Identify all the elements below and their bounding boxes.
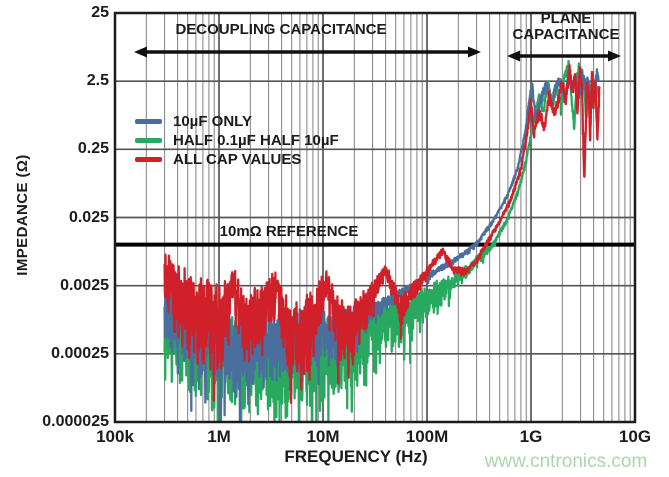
decoupling-capacitance-label: DECOUPLING CAPACITANCE — [175, 21, 387, 38]
y-tick-0.0025: 0.0025 — [60, 276, 109, 294]
legend-item: HALF 0.1µF HALF 10µF — [135, 131, 339, 150]
x-tick-100k: 100k — [96, 427, 134, 446]
legend-item: ALL CAP VALUES — [135, 150, 339, 169]
legend-item: 10µF ONLY — [135, 112, 339, 131]
y-tick-0.25: 0.25 — [77, 140, 109, 158]
legend-label: HALF 0.1µF HALF 10µF — [173, 132, 339, 149]
legend-swatch — [135, 157, 162, 162]
y-tick-0.025: 0.025 — [68, 208, 109, 226]
y-tick-0.00025: 0.00025 — [51, 344, 109, 362]
x-tick-1G: 1G — [519, 427, 543, 446]
y-tick-2.5: 2.5 — [86, 72, 109, 90]
series-10uf-only — [163, 68, 601, 424]
x-tick-100M: 100M — [405, 427, 449, 446]
plane-capacitance-label: PLANE CAPACITANCE — [512, 10, 620, 43]
watermark: www.cntronics.com — [484, 451, 648, 472]
reference-line-label: 10mΩ REFERENCE — [219, 223, 359, 240]
legend-label: 10µF ONLY — [173, 113, 252, 130]
plot-border — [113, 11, 637, 424]
x-tick-10M: 10M — [306, 427, 340, 446]
y-tick-25: 25 — [91, 4, 109, 21]
x-tick-10G: 10G — [618, 427, 652, 446]
legend-label: ALL CAP VALUES — [173, 151, 302, 168]
legend-swatch — [135, 119, 162, 124]
x-axis-title: FREQUENCY (Hz) — [284, 447, 428, 466]
y-tick-0.000025: 0.000025 — [42, 413, 109, 430]
series-all-cap-values — [163, 64, 601, 404]
x-tick-1M: 1M — [207, 427, 231, 446]
plane-capacitance-arrow — [507, 50, 621, 62]
decoupling-capacitance-arrow — [134, 46, 481, 58]
legend-swatch — [135, 138, 162, 143]
legend: 10µF ONLY HALF 0.1µF HALF 10µF ALL CAP VAL… — [135, 112, 339, 169]
